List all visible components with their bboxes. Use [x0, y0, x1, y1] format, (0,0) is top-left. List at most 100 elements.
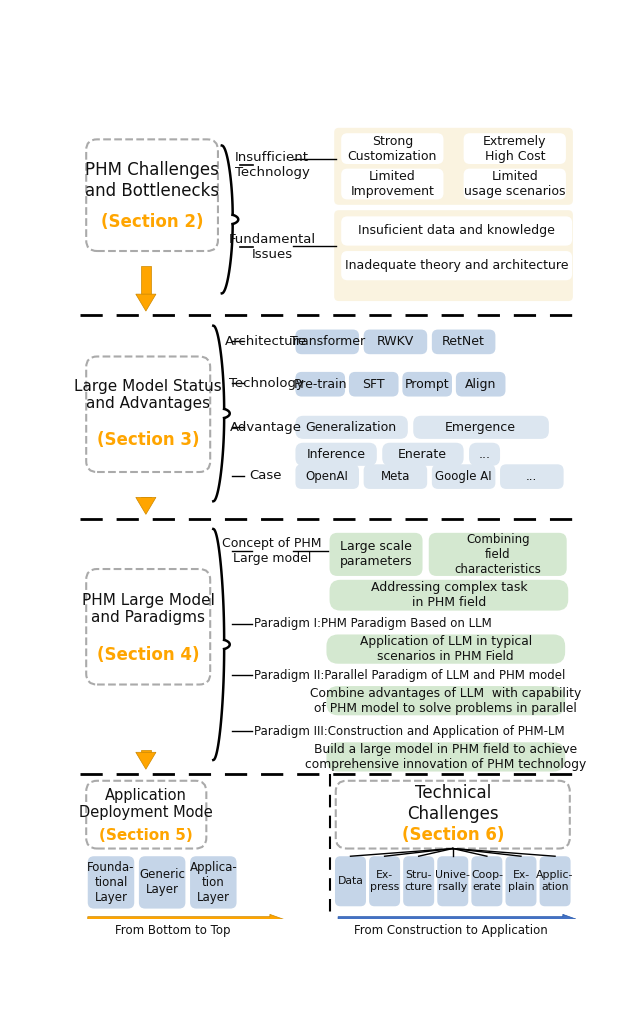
FancyBboxPatch shape [296, 464, 359, 489]
Text: Applic-
ation: Applic- ation [536, 870, 574, 891]
Polygon shape [141, 750, 151, 752]
FancyBboxPatch shape [500, 464, 564, 489]
Text: PHM Large Model
and Paradigms: PHM Large Model and Paradigms [82, 593, 214, 625]
Text: Insuficient data and knowledge: Insuficient data and knowledge [358, 224, 555, 238]
FancyBboxPatch shape [364, 330, 428, 354]
Polygon shape [136, 752, 156, 770]
FancyBboxPatch shape [330, 580, 568, 611]
Text: (Section 3): (Section 3) [97, 431, 200, 448]
Text: (Section 4): (Section 4) [97, 647, 200, 664]
Text: Addressing complex task
in PHM field: Addressing complex task in PHM field [371, 582, 527, 609]
Text: Architecture: Architecture [225, 335, 307, 347]
Text: From Bottom to Top: From Bottom to Top [115, 924, 231, 937]
Text: Application of LLM in typical
scenarios in PHM Field: Application of LLM in typical scenarios … [360, 635, 532, 663]
Text: Limited
usage scenarios: Limited usage scenarios [464, 170, 566, 198]
Text: Coop-
erate: Coop- erate [471, 870, 503, 891]
Text: Founda-
tional
Layer: Founda- tional Layer [87, 860, 135, 904]
FancyBboxPatch shape [437, 856, 468, 906]
Text: (Section 5): (Section 5) [99, 827, 193, 843]
Text: Paradigm I:PHM Paradigm Based on LLM: Paradigm I:PHM Paradigm Based on LLM [254, 617, 492, 630]
Text: Emergence: Emergence [445, 420, 516, 434]
FancyBboxPatch shape [429, 533, 566, 576]
Text: SFT: SFT [362, 378, 385, 390]
Polygon shape [141, 498, 151, 499]
FancyBboxPatch shape [403, 856, 434, 906]
Text: Transformer: Transformer [290, 336, 365, 348]
FancyBboxPatch shape [139, 856, 186, 909]
Text: Stru-
cture: Stru- cture [404, 870, 433, 891]
Text: Combining
field
characteristics: Combining field characteristics [454, 533, 541, 575]
FancyBboxPatch shape [413, 416, 549, 439]
FancyBboxPatch shape [364, 464, 428, 489]
FancyBboxPatch shape [463, 168, 566, 199]
FancyBboxPatch shape [432, 464, 495, 489]
Text: Build a large model in PHM field to achieve
comprehensive innovation of PHM tech: Build a large model in PHM field to achi… [305, 743, 586, 771]
FancyBboxPatch shape [432, 330, 495, 354]
FancyBboxPatch shape [341, 168, 444, 199]
Text: Combine advantages of LLM  with capability
of PHM model to solve problems in par: Combine advantages of LLM with capabilit… [310, 687, 581, 715]
Text: (Section 2): (Section 2) [101, 213, 204, 230]
FancyBboxPatch shape [88, 856, 134, 909]
Text: Generic
Layer: Generic Layer [140, 869, 185, 897]
Text: PHM Challenges
and Bottlenecks: PHM Challenges and Bottlenecks [85, 161, 219, 199]
Text: Large scale
parameters: Large scale parameters [340, 540, 412, 568]
FancyArrow shape [338, 914, 577, 925]
Text: Align: Align [465, 378, 497, 390]
FancyBboxPatch shape [296, 330, 359, 354]
Text: Case: Case [250, 469, 282, 482]
FancyBboxPatch shape [341, 251, 572, 280]
Text: Fundamental
Issues: Fundamental Issues [228, 233, 316, 261]
FancyBboxPatch shape [463, 133, 566, 164]
FancyArrow shape [88, 914, 284, 925]
Text: Paradigm III:Construction and Application of PHM-LM: Paradigm III:Construction and Applicatio… [254, 725, 565, 738]
Text: Meta: Meta [381, 470, 410, 483]
Text: Large Model Status
and Advantages: Large Model Status and Advantages [74, 379, 222, 411]
Text: Data: Data [337, 876, 364, 886]
Text: Limited
Improvement: Limited Improvement [350, 170, 435, 198]
FancyBboxPatch shape [382, 443, 463, 466]
FancyBboxPatch shape [296, 443, 377, 466]
Text: Advantage: Advantage [230, 420, 302, 434]
Text: ...: ... [479, 447, 490, 461]
FancyBboxPatch shape [326, 634, 565, 664]
Text: OpenAI: OpenAI [306, 470, 349, 483]
Text: Application
Deployment Mode: Application Deployment Mode [79, 788, 212, 820]
Text: Extremely
High Cost: Extremely High Cost [483, 134, 547, 162]
FancyBboxPatch shape [326, 743, 565, 772]
FancyBboxPatch shape [349, 372, 399, 397]
Text: Google AI: Google AI [435, 470, 492, 483]
FancyBboxPatch shape [472, 856, 502, 906]
Text: Concept of PHM
Large model: Concept of PHM Large model [223, 536, 322, 565]
Text: Enerate: Enerate [398, 447, 447, 461]
FancyBboxPatch shape [469, 443, 500, 466]
Text: Ex-
plain: Ex- plain [508, 870, 534, 891]
FancyBboxPatch shape [456, 372, 506, 397]
Text: RWKV: RWKV [377, 336, 414, 348]
FancyBboxPatch shape [334, 210, 573, 301]
Text: Unive-
rsally: Unive- rsally [435, 870, 470, 891]
FancyBboxPatch shape [190, 856, 237, 909]
FancyBboxPatch shape [296, 416, 408, 439]
Polygon shape [141, 267, 151, 294]
FancyBboxPatch shape [506, 856, 536, 906]
FancyBboxPatch shape [341, 216, 572, 246]
FancyBboxPatch shape [334, 128, 573, 205]
FancyBboxPatch shape [326, 686, 565, 715]
FancyBboxPatch shape [341, 133, 444, 164]
FancyBboxPatch shape [296, 372, 345, 397]
Text: Prompt: Prompt [405, 378, 449, 390]
Text: Insufficient
Technology: Insufficient Technology [235, 151, 310, 179]
FancyBboxPatch shape [540, 856, 571, 906]
Text: Technology: Technology [228, 377, 303, 389]
Text: Ex-
press: Ex- press [370, 870, 399, 891]
FancyBboxPatch shape [330, 533, 422, 576]
Text: Paradigm II:Parallel Paradigm of LLM and PHM model: Paradigm II:Parallel Paradigm of LLM and… [254, 668, 566, 682]
Text: RetNet: RetNet [442, 336, 485, 348]
Text: Inference: Inference [307, 447, 365, 461]
Text: From Construction to Application: From Construction to Application [353, 924, 547, 937]
Text: Applica-
tion
Layer: Applica- tion Layer [189, 860, 237, 904]
Text: Strong
Customization: Strong Customization [348, 134, 437, 162]
Polygon shape [136, 294, 156, 311]
FancyBboxPatch shape [369, 856, 400, 906]
Text: Technical
Challenges: Technical Challenges [407, 784, 499, 823]
